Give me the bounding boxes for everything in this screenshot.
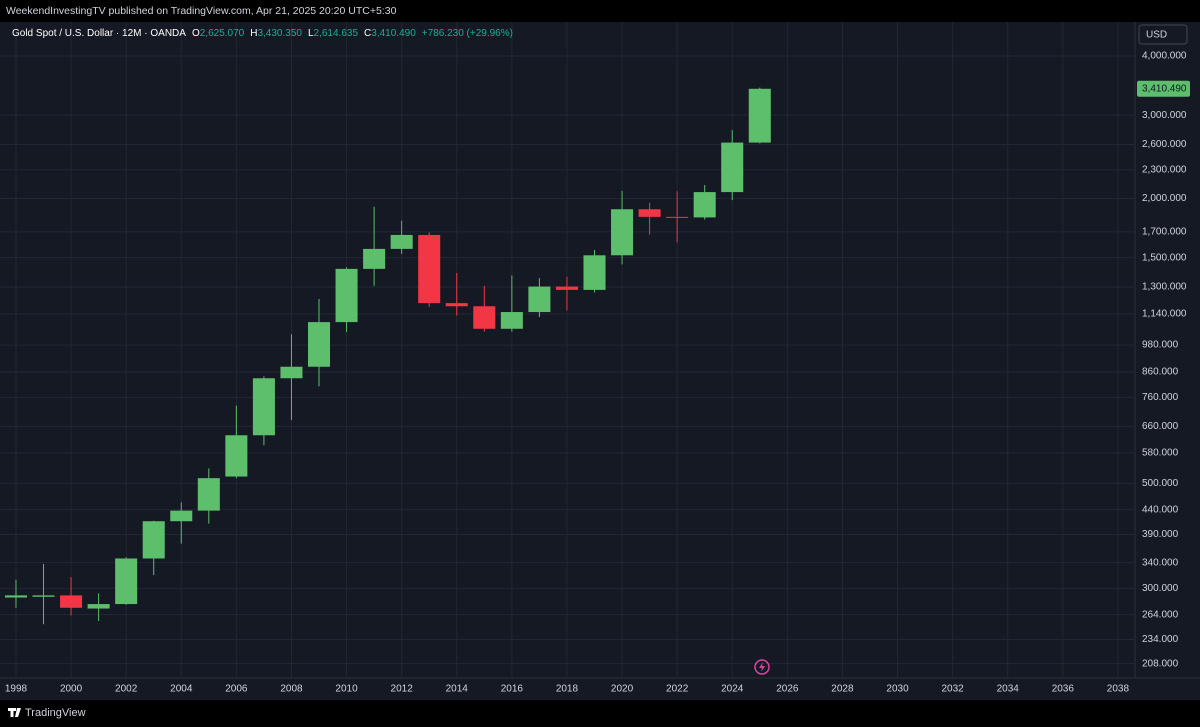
y-tick-label: 1,140.000 (1142, 309, 1187, 320)
x-tick-label: 2028 (831, 684, 854, 695)
candle-body (280, 366, 303, 379)
y-tick-label: 208.000 (1142, 658, 1179, 669)
candle-body (225, 435, 248, 477)
legend-change: +786.230 (+29.96%) (422, 28, 513, 39)
x-tick-label: 2016 (501, 684, 524, 695)
header: WeekendInvestingTV published on TradingV… (6, 5, 397, 17)
y-tick-label: 440.000 (1142, 504, 1179, 515)
candle-body (252, 378, 275, 436)
candle-body (473, 306, 496, 329)
legend-value: 3,430.350 (257, 28, 302, 39)
y-tick-label: 1,300.000 (1142, 282, 1187, 293)
x-tick-label: 2030 (886, 684, 909, 695)
candle-body (666, 216, 689, 218)
x-tick-label: 2008 (280, 684, 303, 695)
candle-body (445, 303, 468, 307)
x-tick-label: 2004 (170, 684, 193, 695)
y-tick-label: 580.000 (1142, 448, 1179, 459)
y-tick-label: 390.000 (1142, 529, 1179, 540)
y-tick-label: 300.000 (1142, 583, 1179, 594)
candle-body (611, 209, 634, 256)
y-tick-label: 264.000 (1142, 609, 1179, 620)
candle-body (307, 322, 331, 367)
y-tick-label: 980.000 (1142, 340, 1179, 351)
y-tick-label: 1,700.000 (1142, 227, 1187, 238)
candle-body (500, 312, 523, 329)
candle-body (390, 234, 413, 249)
candle-body (528, 286, 551, 313)
candle-body (335, 268, 358, 323)
candle-body (363, 248, 386, 269)
y-tick-label: 660.000 (1142, 421, 1179, 432)
legend-key: O (192, 28, 200, 39)
candle-body (32, 595, 55, 597)
legend-key: L (308, 28, 314, 39)
last-price-label: 3,410.490 (1142, 83, 1187, 94)
candle-body (583, 255, 606, 290)
y-tick-label: 2,300.000 (1142, 164, 1187, 175)
grid (0, 22, 1135, 678)
y-tick-label: 4,000.000 (1142, 51, 1187, 62)
logo (8, 708, 21, 717)
x-tick-label: 2018 (556, 684, 579, 695)
x-tick-label: 2038 (1107, 684, 1130, 695)
candle-body (60, 595, 83, 608)
candle-body (748, 88, 771, 143)
x-tick-label: 2002 (115, 684, 138, 695)
candle-body (197, 478, 220, 511)
currency-label[interactable]: USD (1146, 30, 1167, 41)
x-tick-label: 2010 (335, 684, 358, 695)
currency-button[interactable] (1138, 24, 1188, 45)
x-tick-label: 2032 (942, 684, 965, 695)
legend-key: H (250, 28, 257, 39)
candle-body (555, 286, 578, 290)
brand: TradingView (25, 707, 86, 719)
last-price-tag (1137, 80, 1190, 97)
footer: TradingView (8, 707, 86, 719)
legend-value: 3,410.490 (371, 28, 416, 39)
y-tick-label: 3,000.000 (1142, 110, 1187, 121)
candle-body (142, 521, 165, 559)
y-tick-label: 760.000 (1142, 392, 1179, 403)
event-icon (754, 659, 770, 675)
x-tick-label: 2022 (666, 684, 689, 695)
candles (4, 87, 771, 625)
candle-body (721, 142, 744, 193)
x-tick-label: 2036 (1052, 684, 1075, 695)
candle-body (170, 510, 193, 522)
x-tick-label: 1998 (5, 684, 28, 695)
x-tick-label: 2000 (60, 684, 83, 695)
symbol: Gold Spot / U.S. Dollar · 12M · OANDA (12, 28, 186, 39)
candle-body (4, 595, 27, 598)
y-tick-label: 1,500.000 (1142, 252, 1187, 263)
candle-body (693, 192, 716, 218)
y-tick-label: 234.000 (1142, 634, 1179, 645)
candle-body (115, 558, 138, 605)
x-tick-label: 2034 (997, 684, 1020, 695)
y-tick-label: 860.000 (1142, 367, 1179, 378)
candle-body (87, 604, 110, 609)
candle-body (418, 234, 441, 304)
legend: Gold Spot / U.S. Dollar · 12M · OANDA O2,… (12, 28, 513, 39)
plot-background (0, 22, 1200, 700)
legend-value: 2,614.635 (314, 28, 359, 39)
y-tick-label: 500.000 (1142, 478, 1179, 489)
candle-body (638, 209, 661, 217)
y-tick-label: 340.000 (1142, 557, 1179, 568)
y-tick-label: 2,600.000 (1142, 139, 1187, 150)
y-tick-label: 2,000.000 (1142, 193, 1187, 204)
x-tick-label: 2012 (391, 684, 414, 695)
x-tick-label: 2020 (611, 684, 634, 695)
x-tick-label: 2006 (225, 684, 248, 695)
legend-key: C (364, 28, 371, 39)
x-tick-label: 2026 (776, 684, 799, 695)
legend-value: 2,625.070 (200, 28, 245, 39)
x-tick-label: 2024 (721, 684, 744, 695)
x-tick-label: 2014 (446, 684, 469, 695)
